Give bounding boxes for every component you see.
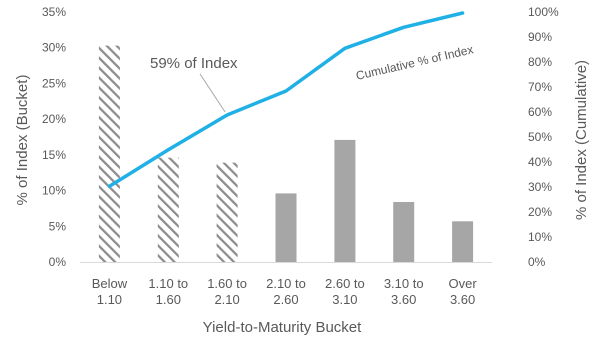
- y-tick-right-9: 90%: [528, 30, 552, 44]
- y-tick-right-2: 20%: [528, 205, 552, 219]
- y-tick-left-3: 15%: [42, 148, 66, 162]
- annotation-label: 59% of Index: [150, 55, 238, 72]
- bar-0: [98, 45, 120, 262]
- y-tick-right-4: 40%: [528, 155, 552, 169]
- bars-layer: [98, 45, 474, 262]
- y-tick-left-5: 25%: [42, 76, 66, 90]
- x-axis-title: Yield-to-Maturity Bucket: [203, 319, 362, 336]
- y-tick-left-2: 10%: [42, 184, 66, 198]
- y-axis-title-left: % of Index (Bucket): [14, 75, 31, 206]
- bar-4: [334, 139, 356, 262]
- y-tick-right-0: 0%: [528, 255, 546, 269]
- series-label-cumulative: Cumulative % of Index: [355, 42, 475, 83]
- right-axis-ticks: 0% 10% 20% 30% 40% 50% 60% 70% 80% 90% 100%: [528, 5, 559, 269]
- bar-1: [157, 157, 179, 262]
- y-tick-left-6: 30%: [42, 41, 66, 55]
- x-axis-ticks: Below 1.10 1.10 to 1.60 1.60 to 2.10 2.10 to 2.…: [92, 276, 478, 307]
- y-tick-right-10: 100%: [528, 5, 559, 19]
- x-tick-2: 1.60 to 2.10: [207, 276, 247, 307]
- y-tick-left-7: 35%: [42, 5, 66, 19]
- bar-3: [275, 193, 297, 262]
- x-tick-4: 2.60 to 3.10: [325, 276, 365, 307]
- bar-6: [452, 221, 474, 262]
- x-tick-1: 1.10 to 1.60: [148, 276, 188, 307]
- bar-2: [216, 162, 238, 262]
- y-axis-title-right: % of Index (Cumulative): [573, 60, 590, 220]
- bar-5: [393, 202, 415, 262]
- y-tick-right-5: 50%: [528, 130, 552, 144]
- y-tick-left-4: 20%: [42, 112, 66, 126]
- annotation-leader-line: [199, 73, 226, 113]
- y-tick-right-7: 70%: [528, 80, 552, 94]
- y-tick-right-8: 80%: [528, 55, 552, 69]
- x-tick-3: 2.10 to 2.60: [266, 276, 306, 307]
- x-tick-0: Below 1.10: [92, 276, 128, 307]
- y-tick-left-1: 5%: [49, 219, 67, 233]
- x-tick-6: Over 3.60: [449, 276, 478, 307]
- y-tick-right-1: 10%: [528, 230, 552, 244]
- y-tick-right-6: 60%: [528, 105, 552, 119]
- series-line-cumulative: [107, 11, 465, 189]
- left-axis-ticks: 0% 5% 10% 15% 20% 25% 30% 35%: [42, 5, 66, 269]
- x-tick-5: 3.10 to 3.60: [384, 276, 424, 307]
- y-tick-right-3: 30%: [528, 180, 552, 194]
- y-tick-left-0: 0%: [49, 255, 67, 269]
